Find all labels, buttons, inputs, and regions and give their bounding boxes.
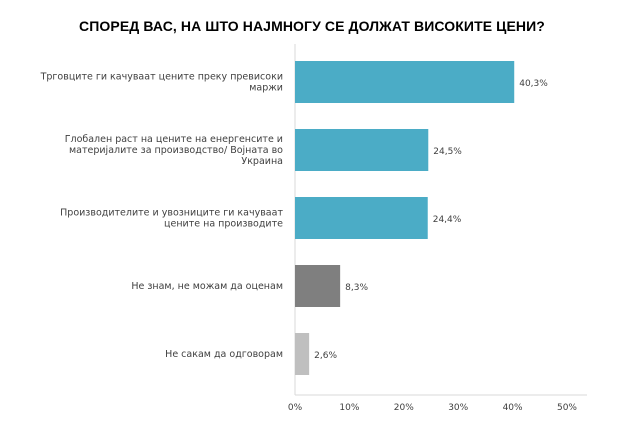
bar — [295, 197, 428, 239]
data-label: 24,5% — [433, 147, 462, 157]
category-label: материјалите за производство/ Војната во — [69, 145, 283, 156]
data-label: 40,3% — [519, 79, 548, 89]
chart-title: СПОРЕД ВАС, НА ШТО НАЈМНОГУ СЕ ДОЛЖАТ ВИ… — [79, 18, 545, 34]
category-label: Не знам, не можам да оценам — [131, 281, 283, 292]
category-label: Производителите и увозниците ги качуваат — [60, 208, 283, 219]
data-label: 8,3% — [345, 283, 368, 293]
category-label: Не сакам да одговорам — [165, 349, 283, 360]
category-label: маржи — [249, 83, 283, 94]
bar — [295, 129, 429, 171]
bar — [295, 333, 310, 375]
x-tick-label: 20% — [394, 403, 414, 413]
category-label: Глобален раст на цените на енергенсите и — [65, 134, 283, 145]
x-tick-label: 10% — [339, 403, 359, 413]
category-label: Трговците ги качуваат цените преку преви… — [40, 72, 283, 83]
x-tick-label: 40% — [503, 403, 523, 413]
category-label: Украина — [241, 156, 283, 167]
data-label: 24,4% — [433, 215, 462, 225]
bar — [295, 265, 341, 307]
x-tick-label: 50% — [557, 403, 577, 413]
bar — [295, 61, 515, 103]
category-label: цените на производите — [164, 219, 283, 230]
data-label: 2,6% — [314, 351, 337, 361]
x-tick-label: 30% — [448, 403, 468, 413]
x-tick-label: 0% — [288, 403, 303, 413]
